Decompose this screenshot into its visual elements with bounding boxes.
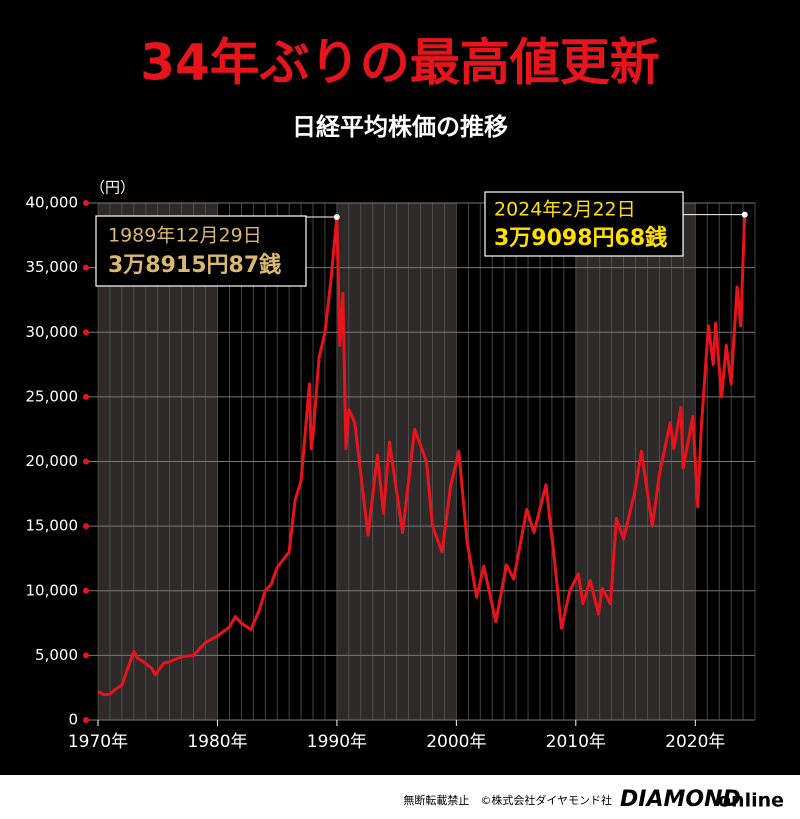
annotation-box xyxy=(484,191,684,257)
y-tick-label: 0 xyxy=(68,711,78,729)
y-tick-dot xyxy=(83,329,89,336)
annotation-value: 3万9098円68銭 xyxy=(494,225,667,251)
chart-title: 34年ぶりの最高値更新 xyxy=(140,34,660,92)
line xyxy=(97,214,747,697)
x-tick-label: 1980年 xyxy=(187,732,247,752)
y-tick-dot xyxy=(83,587,89,594)
y-tick-label: 10,000 xyxy=(26,581,79,599)
y-tick-dot xyxy=(83,200,89,206)
y-tick-label: 25,000 xyxy=(26,387,79,405)
peak-marker xyxy=(333,214,340,221)
x-tick-label: 1970年 xyxy=(68,732,128,752)
x-tick-label: 2020年 xyxy=(665,732,725,752)
footer-brand: DIAMOND xyxy=(620,787,741,812)
peak-marker xyxy=(741,211,748,218)
footer-notice: 無断転載禁止 ©株式会社ダイヤモンド社 xyxy=(403,793,612,807)
y-tick-dot xyxy=(83,652,89,659)
y-tick-label: 35,000 xyxy=(26,258,79,276)
plot: 0 5,000 10,000 15,000 20,000 25,000 30,000 35,0… xyxy=(26,194,756,752)
y-tick-label: 40,000 xyxy=(26,194,79,212)
y-tick-dot xyxy=(83,523,89,530)
footer-brand-suffix: online xyxy=(718,790,784,812)
y-tick-dot xyxy=(83,717,89,723)
y-tick-label: 5,000 xyxy=(35,646,78,664)
x-tick-label: 2000年 xyxy=(426,732,486,752)
annotation-date: 1989年12月29日 xyxy=(108,225,262,247)
y-tick-label: 20,000 xyxy=(26,452,79,470)
annotation-box xyxy=(95,215,307,287)
y-tick-dot xyxy=(83,393,89,400)
y-unit: （円） xyxy=(90,179,135,197)
footer-band xyxy=(0,775,800,819)
annotation-value: 3万8915円87銭 xyxy=(108,252,281,278)
y-tick-label: 30,000 xyxy=(26,323,79,341)
annotation-date: 2024年2月22日 xyxy=(494,199,636,221)
x-tick-label: 1990年 xyxy=(307,732,367,752)
y-tick-dot xyxy=(83,458,89,465)
x-tick-label: 2010年 xyxy=(546,732,606,752)
y-tick-label: 15,000 xyxy=(26,517,79,535)
chart-subtitle: 日経平均株価の推移 xyxy=(292,113,508,141)
y-tick-dot xyxy=(83,264,89,271)
